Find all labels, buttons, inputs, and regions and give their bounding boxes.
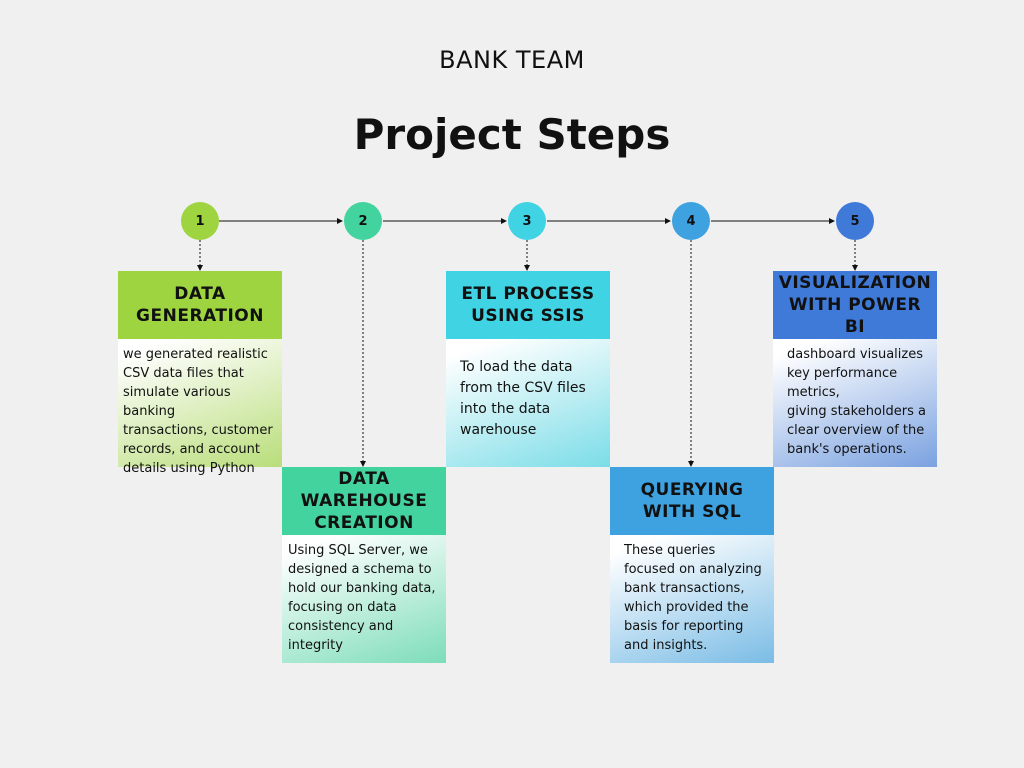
step-2-description: Using SQL Server, we designed a schema t… [282, 535, 446, 663]
step-3-heading: ETL PROCESS USING SSIS [446, 271, 610, 339]
step-4-card: QUERYING WITH SQL These queries focused … [610, 467, 774, 663]
step-4-description: These queries focused on analyzing bank … [610, 535, 774, 663]
step-2-node: 2 [344, 202, 382, 240]
step-5-node: 5 [836, 202, 874, 240]
step-2-card: DATA WAREHOUSE CREATION Using SQL Server… [282, 467, 446, 663]
step-1-card: DATA GENERATION we generated realistic C… [118, 271, 282, 476]
step-5-heading: VISUALIZATION WITH POWER BI [773, 271, 937, 339]
step-3-node: 3 [508, 202, 546, 240]
step-4-heading: QUERYING WITH SQL [610, 467, 774, 535]
team-name: BANK TEAM [439, 46, 585, 74]
page-title: Project Steps [353, 110, 671, 159]
step-1-node: 1 [181, 202, 219, 240]
step-2-heading: DATA WAREHOUSE CREATION [282, 467, 446, 535]
step-1-heading: DATA GENERATION [118, 271, 282, 339]
step-3-card: ETL PROCESS USING SSIS To load the data … [446, 271, 610, 467]
step-5-card: VISUALIZATION WITH POWER BI dashboard vi… [773, 271, 937, 467]
step-5-description: dashboard visualizes key performance met… [773, 339, 937, 467]
step-4-node: 4 [672, 202, 710, 240]
step-3-description: To load the data from the CSV files into… [446, 339, 610, 467]
step-1-description: we generated realistic CSV data files th… [118, 339, 282, 476]
